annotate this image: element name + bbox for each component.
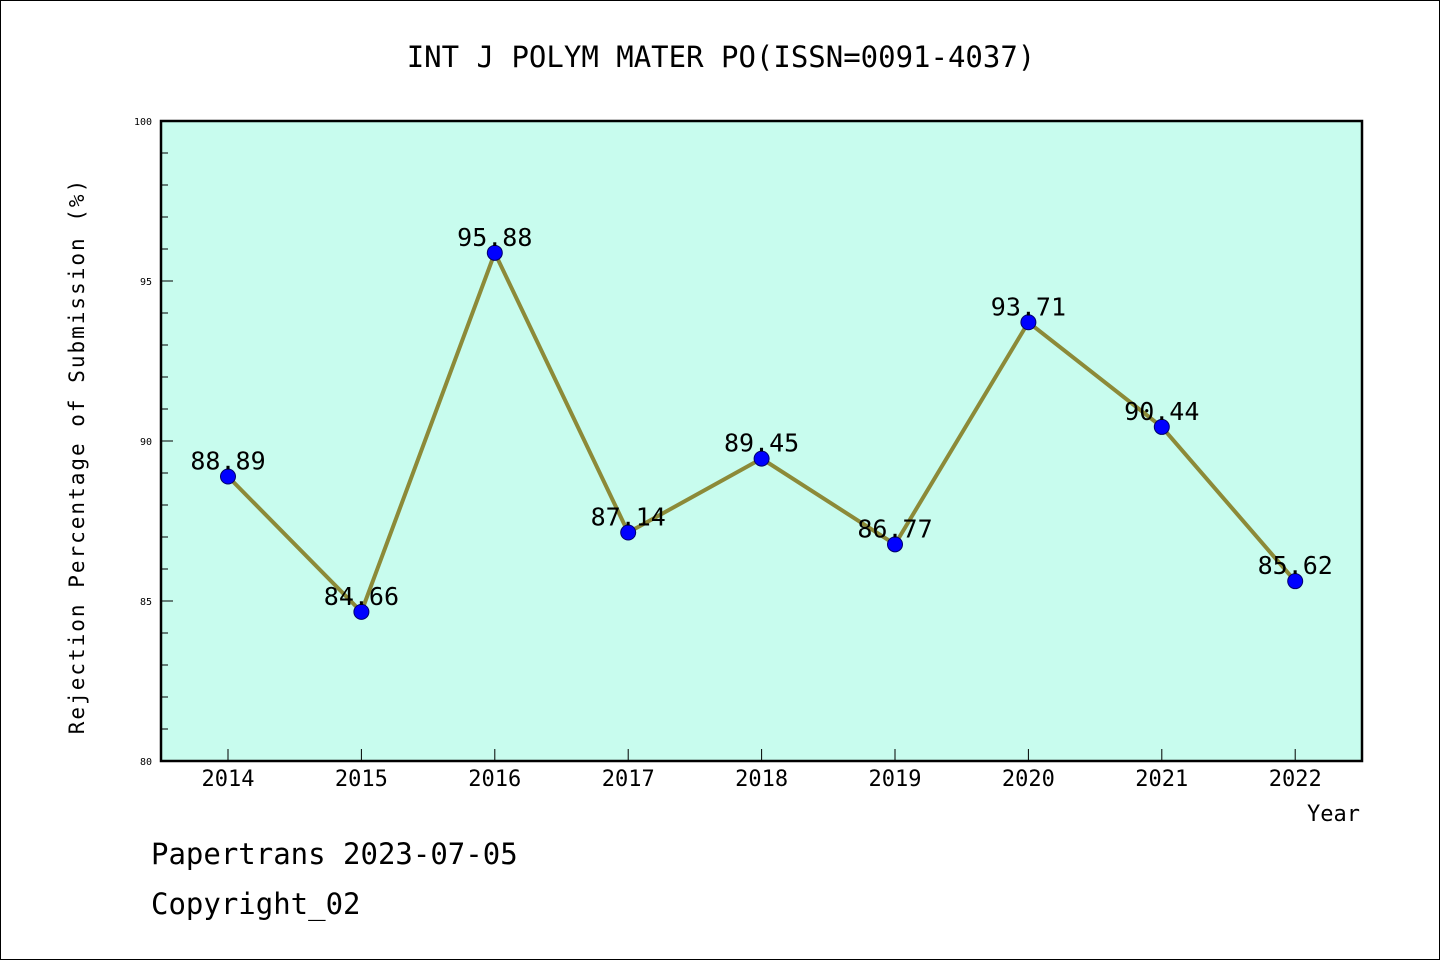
data-label: 87.14 — [591, 503, 666, 532]
x-tick-label: 2017 — [602, 767, 655, 792]
x-tick-label: 2018 — [735, 767, 788, 792]
x-tick-label: 2019 — [869, 767, 922, 792]
data-point — [220, 468, 236, 485]
data-point — [353, 603, 370, 620]
y-tick-label: 90 — [140, 437, 152, 448]
series-group: 88.89 84.66 95.88 87.14 89.45 86.77 93.71 90.44… — [190, 223, 1333, 620]
y-tick-label: 100 — [134, 117, 152, 128]
x-tick-label: 2015 — [335, 767, 388, 792]
data-label: 85.62 — [1258, 551, 1333, 580]
plot-border — [159, 119, 1364, 763]
y-tick-label: 80 — [140, 757, 152, 768]
chart-title: INT J POLYM MATER PO(ISSN=0091-4037) — [407, 40, 1036, 74]
data-label: 93.71 — [991, 292, 1066, 321]
x-tick-label: 2020 — [1002, 767, 1055, 792]
x-axis-label: Year — [1307, 802, 1360, 827]
data-point — [1020, 314, 1037, 331]
y-tick-label: 85 — [140, 597, 152, 608]
data-label: 86.77 — [857, 514, 932, 543]
data-point — [753, 450, 770, 467]
x-axis-ticks: 2014 2015 2016 2017 2018 2019 2020 2021 2022 — [202, 749, 1322, 792]
x-tick-label: 2021 — [1135, 767, 1188, 792]
data-point — [887, 536, 903, 553]
data-point — [1287, 573, 1304, 590]
data-point — [620, 524, 637, 541]
y-axis-label: Rejection Percentage of Submission (%) — [65, 178, 89, 734]
x-tick-label: 2022 — [1269, 767, 1322, 792]
footer-copyright: Copyright_02 — [151, 887, 361, 922]
data-point — [486, 244, 503, 261]
x-tick-label: 2014 — [202, 767, 255, 792]
data-point — [1153, 418, 1170, 435]
data-label: 88.89 — [190, 447, 265, 476]
data-label: 89.45 — [724, 429, 799, 458]
data-label: 90.44 — [1124, 397, 1199, 426]
footer-date: Papertrans 2023-07-05 — [151, 837, 518, 871]
data-label: 95.88 — [457, 223, 532, 252]
plot-area — [161, 121, 1362, 761]
x-tick-label: 2016 — [468, 767, 521, 792]
y-tick-label: 95 — [140, 277, 152, 288]
data-label: 84.66 — [324, 582, 399, 611]
